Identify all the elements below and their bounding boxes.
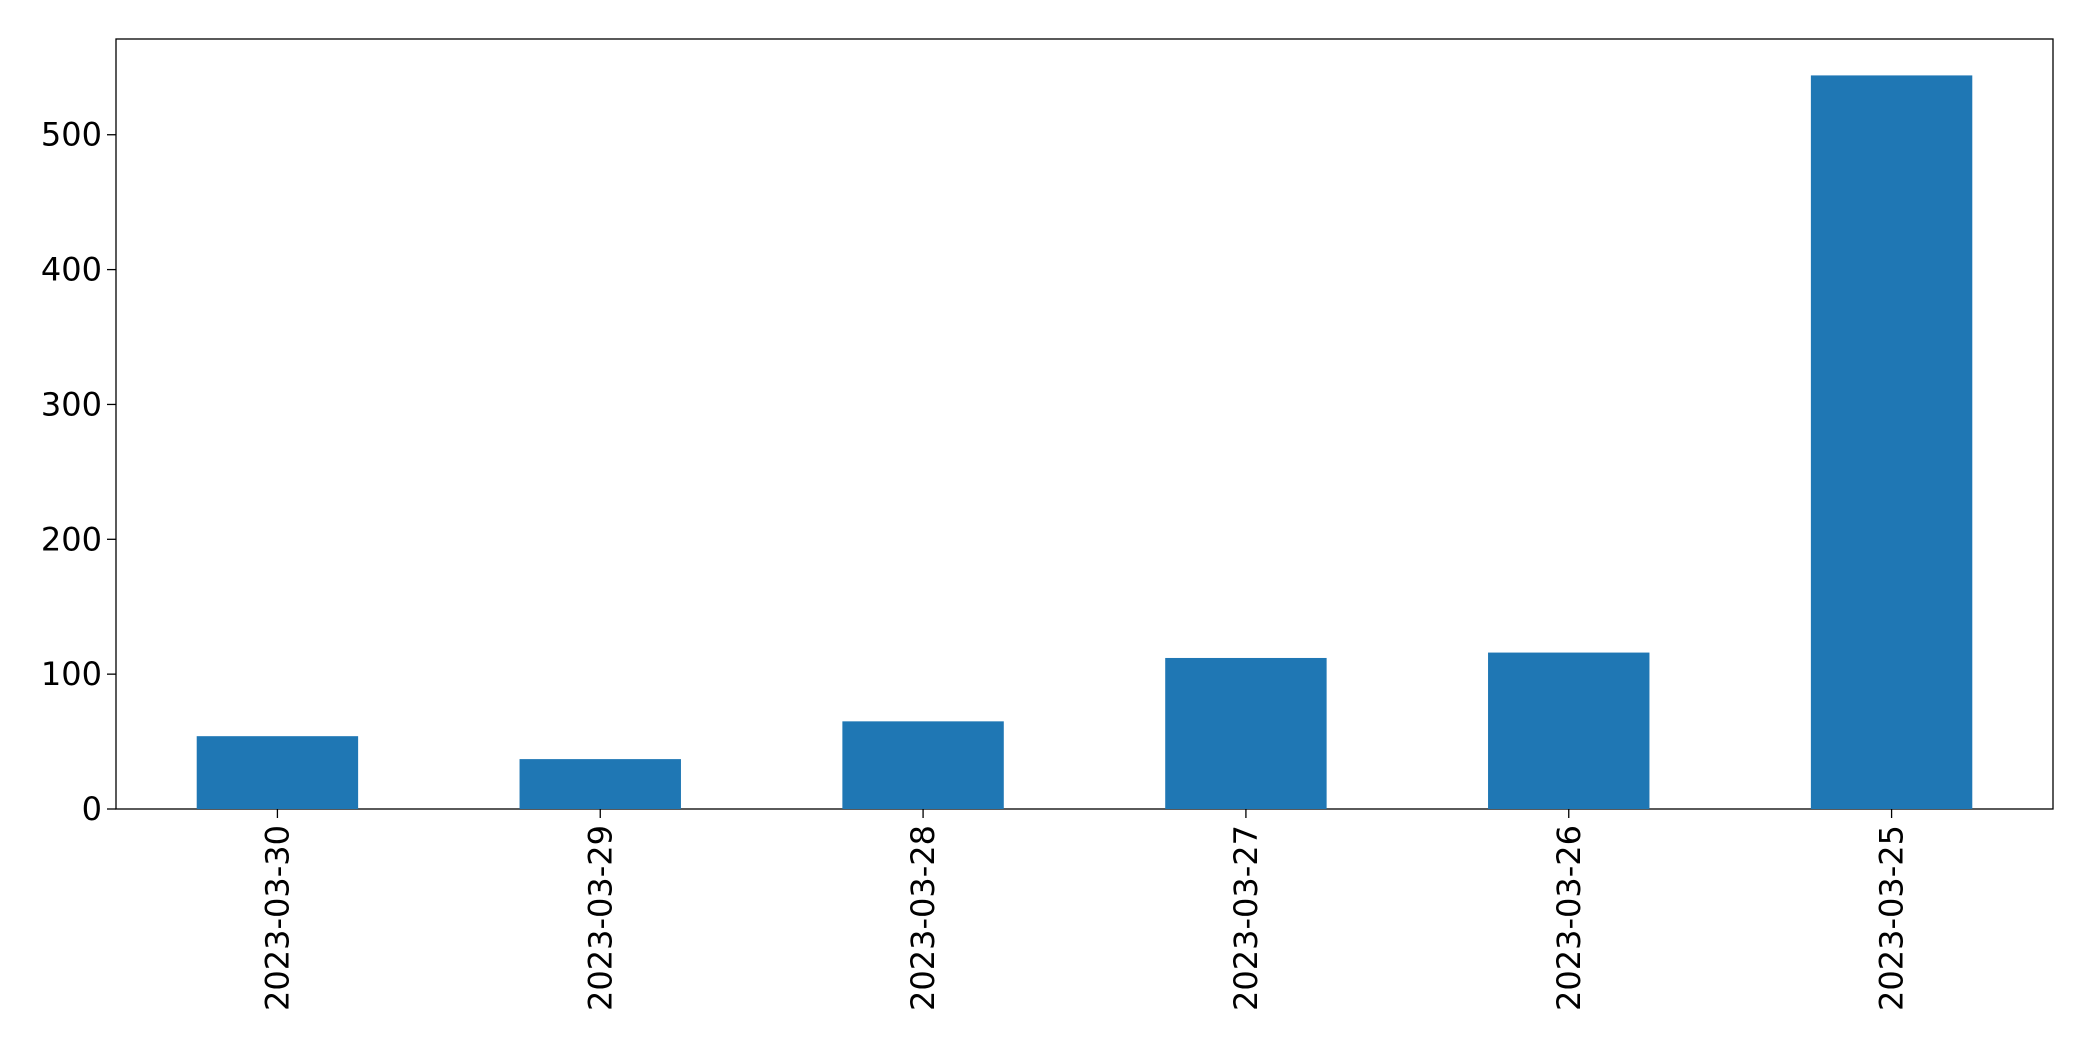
plot-frame [115,38,2054,810]
bar [196,736,359,809]
y-tick-label: 100 [41,655,102,693]
bar [1165,657,1327,809]
bar [1810,75,1973,810]
x-tick-label: 2023-03-30 [258,825,296,1011]
bar [519,759,681,809]
x-tick-label: 2023-03-28 [904,825,942,1011]
x-tick-label: 2023-03-25 [1873,825,1911,1011]
y-tick-label: 0 [82,790,102,828]
y-tick-label: 200 [41,520,102,558]
x-tick-label: 2023-03-29 [581,825,619,1011]
y-tick-label: 500 [41,116,102,154]
bar [1488,652,1650,809]
x-tick-label: 2023-03-26 [1550,825,1588,1011]
y-tick-label: 300 [41,385,102,423]
y-tick-label: 400 [41,251,102,289]
bar [842,721,1004,809]
x-tick-label: 2023-03-27 [1227,825,1265,1011]
